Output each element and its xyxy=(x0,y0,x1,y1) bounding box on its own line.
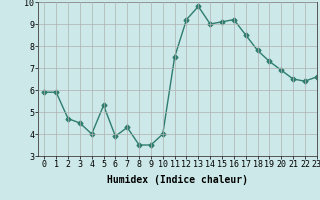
X-axis label: Humidex (Indice chaleur): Humidex (Indice chaleur) xyxy=(107,175,248,185)
